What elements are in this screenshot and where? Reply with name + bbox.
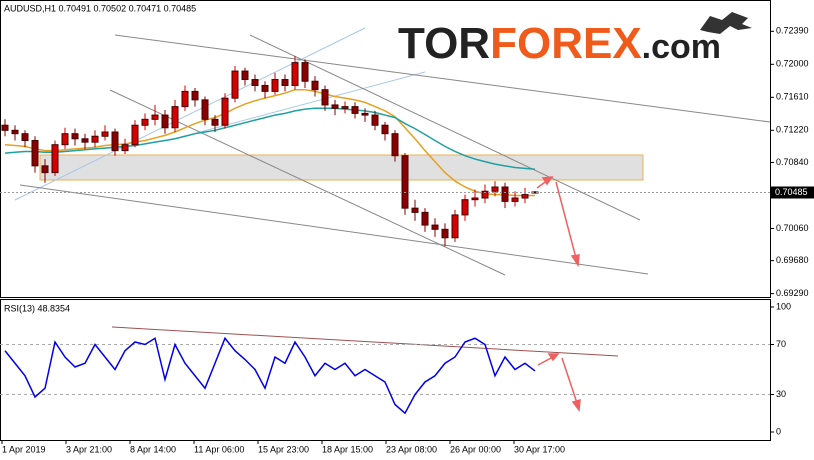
x-tick-label: 26 Apr 00:00 <box>450 444 501 454</box>
moving-average <box>4 107 536 170</box>
last-price-label: 0.70485 <box>775 187 808 197</box>
y-tick-label: 0.72000 <box>776 59 809 69</box>
candle-body <box>291 62 299 86</box>
x-tick-label: 11 Apr 06:00 <box>194 444 244 454</box>
bull-logo <box>700 12 752 34</box>
candle-body <box>241 70 249 81</box>
y-tick-label: 0.72390 <box>776 26 809 36</box>
y-tick-label: 70 <box>776 339 786 349</box>
candle-body <box>131 124 139 146</box>
y-tick-label: 0 <box>776 426 781 436</box>
x-tick-label: 18 Apr 15:00 <box>322 444 373 454</box>
rsi-title: RSI(13) 48.8354 <box>4 303 70 313</box>
y-tick-label: 0.70840 <box>776 157 809 167</box>
candle-body <box>451 214 459 239</box>
candle-body <box>331 104 339 109</box>
candle-body <box>201 99 209 120</box>
trend-lines <box>14 27 771 357</box>
y-tick-label: 0.69680 <box>776 255 809 265</box>
candle-body <box>211 118 219 126</box>
candle-body <box>21 133 29 141</box>
x-tick-label: 8 Apr 14:00 <box>130 444 176 454</box>
candle-body <box>111 131 119 152</box>
candle-body <box>81 138 89 143</box>
candle-body <box>321 89 329 106</box>
candle-body <box>441 228 449 239</box>
candle-body <box>261 84 269 92</box>
candle-body <box>151 114 159 120</box>
y-tick-label: 0.71220 <box>776 125 809 135</box>
watermark-part: TOR <box>398 19 490 68</box>
forecast-arrows <box>536 176 581 412</box>
candle-body <box>411 207 419 213</box>
x-tick-label: 23 Apr 08:00 <box>386 444 437 454</box>
candle-body <box>51 144 59 174</box>
candle-body <box>421 211 429 226</box>
candle-body <box>181 90 189 108</box>
candle-body <box>251 79 259 86</box>
y-tick-label: 0.71610 <box>776 92 809 102</box>
candle-body <box>471 197 479 201</box>
candle-body <box>271 79 279 92</box>
candle-body <box>301 62 309 82</box>
y-tick-label: 30 <box>776 389 786 399</box>
watermark-part: FOREX <box>490 19 642 68</box>
candle-body <box>61 133 69 146</box>
candle-body <box>351 106 359 114</box>
candle-body <box>281 79 289 86</box>
candle-body <box>521 194 529 199</box>
y-tick-label: 0.69290 <box>776 288 809 298</box>
candle-body <box>311 80 319 91</box>
candle-body <box>101 131 109 137</box>
price-panel <box>0 0 771 298</box>
candle-body <box>341 106 349 109</box>
y-tick-label: 0.70060 <box>776 223 809 233</box>
candle-body <box>1 124 9 131</box>
candle-body <box>71 133 79 140</box>
x-tick-label: 15 Apr 23:00 <box>258 444 309 454</box>
candle-body <box>11 129 19 135</box>
candle-body <box>171 106 179 129</box>
candle-body <box>361 112 369 116</box>
candle-body <box>121 144 129 152</box>
last-price-box <box>771 186 814 199</box>
rsi-panel <box>0 299 771 441</box>
watermark: TORFOREX.com <box>398 19 721 68</box>
candle-body <box>491 186 499 192</box>
candle-body <box>31 139 39 167</box>
candle-body <box>141 118 149 126</box>
y-tick-label: 100 <box>776 301 791 311</box>
candle-body <box>481 190 489 199</box>
resistance-zone <box>39 154 644 181</box>
candle-body <box>401 155 409 209</box>
candle-body <box>161 114 169 129</box>
candle-body <box>511 197 519 202</box>
candle-body <box>501 186 509 202</box>
chart-title: AUDUSD,H1 0.70491 0.70502 0.70471 0.7048… <box>4 3 196 13</box>
candle-body <box>461 199 469 216</box>
candle-body <box>391 133 399 157</box>
candle-body <box>431 224 439 230</box>
x-tick-label: 30 Apr 17:00 <box>514 444 565 454</box>
candle-body <box>91 135 99 143</box>
candle-body <box>231 70 239 99</box>
candle-body <box>381 124 389 135</box>
x-tick-label: 1 Apr 2019 <box>2 444 46 454</box>
x-tick-label: 3 Apr 21:00 <box>66 444 112 454</box>
candle-body <box>41 165 49 174</box>
rsi-line <box>4 336 536 415</box>
moving-average <box>4 88 535 197</box>
candle-body <box>191 90 199 101</box>
watermark-part: .com <box>642 28 721 66</box>
candle-body <box>221 97 229 126</box>
candle-body <box>371 114 379 126</box>
